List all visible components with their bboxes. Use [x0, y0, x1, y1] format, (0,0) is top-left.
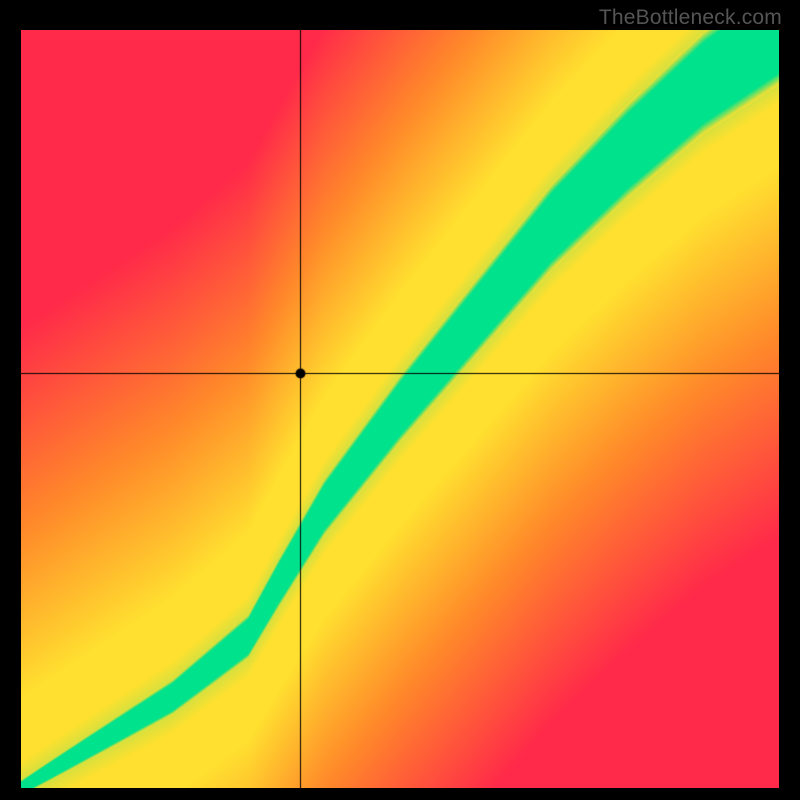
- chart-container: TheBottleneck.com: [0, 0, 800, 800]
- watermark-text: TheBottleneck.com: [599, 6, 782, 30]
- heatmap-canvas: [21, 30, 779, 788]
- plot-area: [21, 30, 779, 788]
